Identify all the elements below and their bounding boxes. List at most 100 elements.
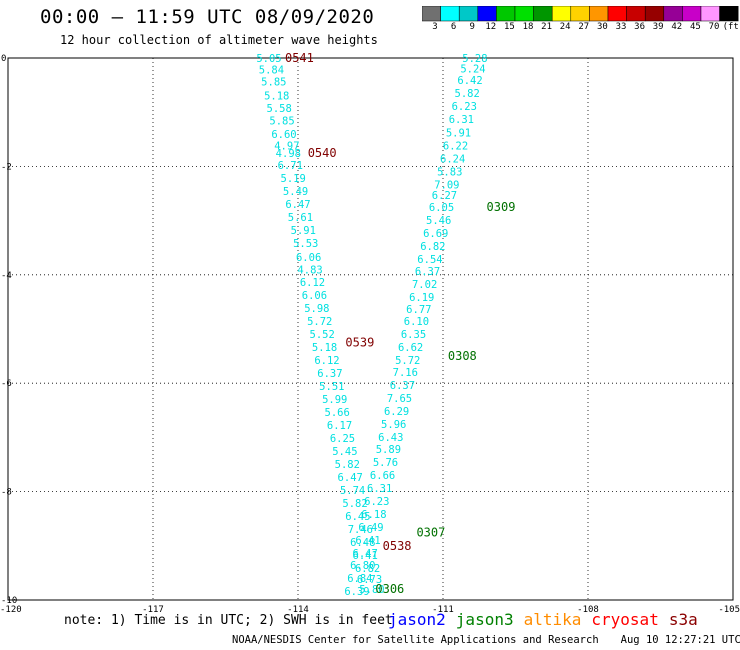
wave-height-value: 5.96 xyxy=(381,419,406,431)
wave-height-value: 6.27 xyxy=(432,190,457,202)
wave-height-value: 6.35 xyxy=(401,329,426,341)
wave-height-value: 5.72 xyxy=(395,355,420,367)
longitude-tick-label: -105 xyxy=(718,605,740,615)
wave-height-value: 6.69 xyxy=(423,228,448,240)
color-scale-label: 12 xyxy=(485,22,497,32)
wave-height-value: 5.19 xyxy=(281,173,306,185)
wave-height-value: 6.41 xyxy=(353,550,378,562)
color-scale-label: 6 xyxy=(450,22,457,32)
wave-height-value: 5.72 xyxy=(307,316,332,328)
wave-height-value: 4.97 xyxy=(274,140,299,152)
wave-height-value: 6.12 xyxy=(300,277,325,289)
color-scale-label: 21 xyxy=(541,22,553,32)
color-scale-label: 39 xyxy=(652,22,664,32)
wave-height-value: 4.83 xyxy=(297,264,322,276)
color-scale-label: 24 xyxy=(559,22,571,32)
wave-height-value: 5.46 xyxy=(426,215,451,227)
wave-height-value: 6.23 xyxy=(364,496,389,508)
wave-height-value: 5.76 xyxy=(373,457,398,469)
wave-height-value: 5.45 xyxy=(332,446,357,458)
wave-height-value: 6.77 xyxy=(406,304,431,316)
wave-height-value: 6.17 xyxy=(327,420,352,432)
latitude-tick-label: -10 xyxy=(1,596,17,606)
pass-time-label: 0538 xyxy=(383,539,412,553)
wave-height-value: 6.37 xyxy=(390,380,415,392)
units-note: note: 1) Time is in UTC; 2) SWH is in fe… xyxy=(64,613,393,628)
satellite-jason3-label: jason3 xyxy=(455,610,514,629)
map-frame xyxy=(7,57,734,601)
map-axes: -120 -117 -114 -111 -108 -105 0 -2 -4 -6 -8 -10 xyxy=(0,54,740,615)
pass-time-labels: 0541 0540 0539 0538 0309 0308 0307 0306 xyxy=(285,51,515,596)
wave-height-value: 6.45 xyxy=(345,511,370,523)
longitude-tick-label: -114 xyxy=(287,605,309,615)
color-scale-label: 27 xyxy=(578,22,590,32)
wave-height-value: 5.98 xyxy=(304,303,329,315)
wave-height-value: 6.31 xyxy=(367,483,392,495)
wave-height-value: 6.49 xyxy=(358,522,383,534)
longitude-tick-label: -111 xyxy=(432,605,454,615)
map-grid xyxy=(7,57,734,601)
wave-height-value: 6.66 xyxy=(370,470,395,482)
wave-height-value: 5.74 xyxy=(340,485,365,497)
pass-time-label: 0307 xyxy=(416,525,445,539)
wave-height-value: 6.82 xyxy=(420,241,445,253)
wave-height-value: 5.82 xyxy=(335,459,360,471)
wave-height-value: 5.80 xyxy=(359,584,384,596)
pass-time-label: 0540 xyxy=(308,146,337,160)
color-scale-label: 36 xyxy=(634,22,646,32)
wave-height-value: 6.18 xyxy=(361,509,386,521)
color-scale-label: 70 xyxy=(708,22,720,32)
wave-height-value: 5.28 xyxy=(462,53,487,65)
color-scale-label: 9 xyxy=(469,22,475,32)
pass-time-label: 0541 xyxy=(285,51,314,65)
latitude-tick-label: -6 xyxy=(1,379,12,389)
wave-height-value: 7.09 xyxy=(434,179,459,191)
wave-height-value: 6.54 xyxy=(417,254,442,266)
wave-height-value: 6.41 xyxy=(355,535,380,547)
wave-height-value: 5.84 xyxy=(259,64,284,76)
color-scale-label: 15 xyxy=(503,22,515,32)
satellite-cryosat-label: cryosat xyxy=(591,610,659,629)
color-scale-label: 18 xyxy=(522,22,534,32)
wave-height-value: 6.39 xyxy=(344,586,369,598)
wave-height-value: 5.85 xyxy=(269,115,294,127)
wave-height-value: 6.84 xyxy=(347,573,372,585)
wave-height-value: 5.66 xyxy=(325,407,350,419)
wave-height-value: 6.37 xyxy=(415,266,440,278)
wave-height-value: 6.42 xyxy=(457,75,482,87)
wave-height-value: 6.82 xyxy=(355,563,380,575)
wave-height-value: 6.19 xyxy=(409,292,434,304)
latitude-tick-label: -4 xyxy=(1,271,12,281)
wave-height-value: 7.65 xyxy=(387,393,412,405)
pass-time-label: 0539 xyxy=(345,336,374,350)
wave-height-value: 6.48 xyxy=(350,537,375,549)
wave-height-value: 5.99 xyxy=(322,394,347,406)
latitude-tick-label: -8 xyxy=(1,488,12,498)
wave-height-value: 6.25 xyxy=(330,433,355,445)
wave-height-value: 6.12 xyxy=(314,355,339,367)
page-title: 00:00 – 11:59 UTC 08/09/2020 xyxy=(40,6,375,28)
wave-height-value: 7.46 xyxy=(348,524,373,536)
longitude-tick-label: -120 xyxy=(0,605,22,615)
wave-height-value: 6.60 xyxy=(271,129,296,141)
pass-time-label: 0309 xyxy=(487,200,516,214)
pass-time-label: 0306 xyxy=(375,582,404,596)
color-scale-label: 30 xyxy=(596,22,608,32)
wave-height-value: 6.71 xyxy=(278,160,303,172)
color-scale-label: 3 xyxy=(432,22,438,32)
wave-height-value: 5.51 xyxy=(319,381,344,393)
wave-height-value: 6.73 xyxy=(357,574,382,586)
credit-text: NOAA/NESDIS Center for Satellite Applica… xyxy=(232,634,599,646)
wave-height-value: 5.91 xyxy=(291,225,316,237)
wave-height-value: 6.47 xyxy=(353,548,378,560)
wave-height-value: 4.98 xyxy=(276,148,301,160)
wave-height-value: 6.80 xyxy=(350,560,375,572)
wave-height-value: 5.82 xyxy=(342,498,367,510)
longitude-tick-label: -117 xyxy=(142,605,164,615)
satellite-s3a-label: s3a xyxy=(668,610,698,629)
wave-height-value: 6.37 xyxy=(317,368,342,380)
color-scale-label: 42 xyxy=(671,22,683,32)
